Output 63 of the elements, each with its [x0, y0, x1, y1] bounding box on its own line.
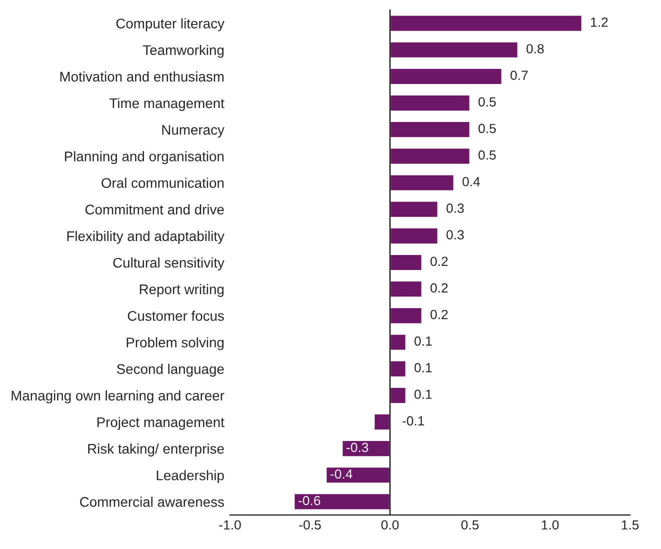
bar [389, 40, 519, 59]
bar [325, 466, 391, 484]
y-tick-label: Oral communication [102, 178, 224, 188]
y-tick-label: Planning and organisation [64, 151, 224, 164]
data-label: 0.1 [414, 336, 432, 346]
bar [293, 492, 391, 511]
data-label: 0.2 [430, 310, 448, 320]
data-label: 0.4 [462, 176, 480, 186]
y-tick-label: Managing own learning and career [12, 390, 224, 404]
y-tick-label: Commercial awareness [80, 496, 224, 507]
data-label: 1.2 [591, 17, 608, 27]
bar [389, 254, 423, 272]
bar [389, 120, 471, 139]
data-label: -0.3 [346, 442, 368, 452]
data-label: 0.5 [478, 150, 496, 160]
data-label: -0.1 [402, 416, 424, 426]
bar [389, 226, 439, 245]
bar [389, 280, 423, 298]
x-tick-label: 1.5 [622, 520, 639, 530]
bar [389, 306, 423, 325]
y-tick-label: Problem solving [126, 337, 224, 350]
bar [389, 68, 503, 86]
y-tick-label: Cultural sensitivity [113, 257, 224, 270]
y-tick-label: Customer focus [128, 310, 224, 321]
y-tick-label: Numeracy [162, 125, 224, 138]
data-label: 0.7 [510, 70, 528, 80]
y-tick-label: Commitment and drive [85, 204, 224, 215]
y-tick-label: Teamworking [142, 44, 224, 58]
bar [373, 413, 391, 431]
y-tick-label: Report writing [140, 284, 224, 297]
y-tick-label: Motivation and enthusiasm [60, 71, 224, 82]
bar [389, 200, 439, 218]
bar [389, 14, 583, 32]
data-label: 0.1 [414, 363, 432, 372]
data-label: 0.2 [430, 283, 448, 293]
y-tick-label: Time management [109, 98, 224, 111]
y-tick-label: Project management [97, 416, 224, 430]
bar [341, 440, 391, 458]
y-tick-label: Second language [116, 364, 224, 377]
y-tick-label: Leadership [156, 470, 224, 484]
x-tick-label: -0.5 [299, 520, 321, 530]
data-label: -0.4 [330, 469, 352, 479]
data-label: 0.2 [430, 256, 448, 266]
bar [389, 386, 407, 404]
bar [389, 94, 471, 112]
data-label: 0.8 [526, 44, 544, 54]
x-tick-label: -1.0 [219, 520, 241, 530]
data-label: 0.5 [478, 124, 496, 134]
y-tick-label: Risk taking/ enterprise [88, 444, 224, 456]
x-tick-label: 1.0 [542, 520, 559, 530]
bar [389, 174, 455, 192]
y-tick-label: Flexibility and adaptability [67, 230, 224, 244]
y-tick-label: Computer literacy [116, 18, 224, 32]
bar [389, 360, 407, 378]
x-tick-label: 0.0 [381, 520, 399, 530]
x-tick-label: 0.5 [461, 520, 479, 530]
data-label: -0.6 [298, 496, 320, 506]
bar [389, 333, 407, 352]
data-label: 0.5 [478, 97, 496, 107]
bar [389, 147, 471, 166]
data-label: 0.3 [446, 230, 464, 240]
data-label: 0.3 [446, 204, 464, 213]
data-label: 0.1 [414, 390, 432, 399]
